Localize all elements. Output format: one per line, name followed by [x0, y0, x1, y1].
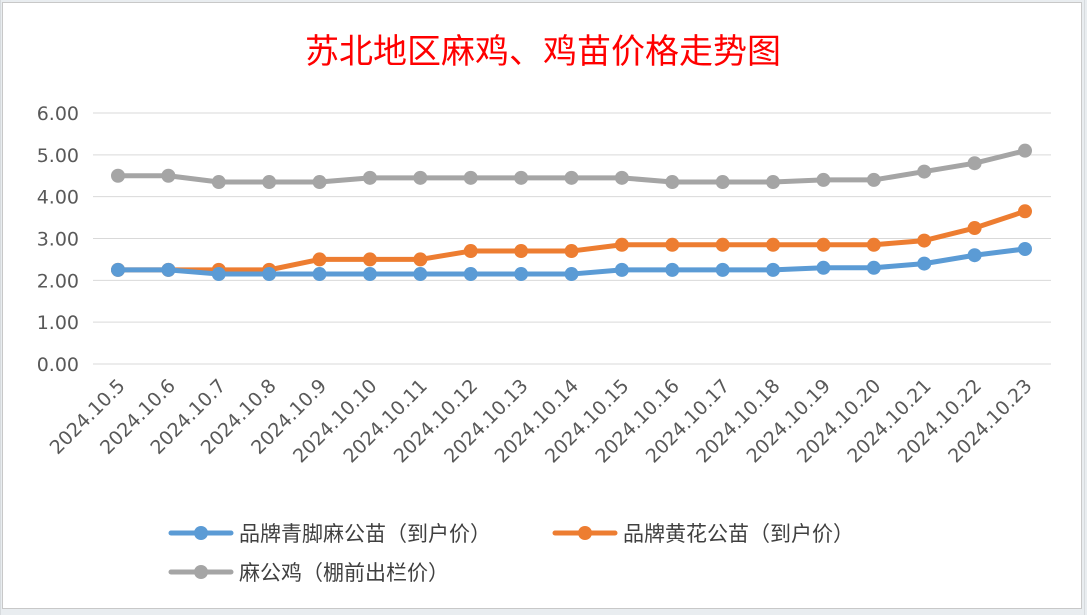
data-point [564, 170, 579, 185]
data-point [917, 233, 932, 248]
data-point [816, 260, 831, 275]
legend: 品牌青脚麻公苗（到户价） 品牌黄花公苗（到户价） 麻公鸡（棚前出栏价） [168, 522, 854, 585]
line-chart: 苏北地区麻鸡、鸡苗价格走势图 0.00 1.00 2.00 3.00 4.00 5.00 6… [37, 32, 1051, 585]
series-2 [111, 143, 1032, 190]
data-point [614, 237, 629, 252]
y-tick-label: 5.00 [37, 145, 79, 167]
data-point [1018, 241, 1032, 256]
data-point [463, 244, 478, 259]
data-point [413, 267, 428, 282]
series-0 [111, 241, 1032, 282]
data-point [111, 262, 125, 277]
y-tick-label: 6.00 [37, 103, 79, 125]
legend-item: 品牌青脚麻公苗（到户价） [168, 522, 491, 546]
data-point [514, 267, 529, 282]
legend-marker [194, 565, 208, 579]
data-point [715, 175, 730, 190]
data-point [766, 237, 781, 252]
data-point [967, 221, 982, 236]
data-point [211, 267, 226, 282]
data-point [665, 175, 680, 190]
series-line [115, 208, 1028, 273]
legend-label: 麻公鸡（棚前出栏价） [239, 561, 449, 585]
data-point [463, 267, 478, 282]
data-point [766, 175, 781, 190]
data-point [111, 168, 125, 183]
data-point [161, 168, 176, 183]
data-point [967, 156, 982, 171]
y-tick-label: 0.00 [37, 354, 79, 376]
data-point [514, 244, 529, 259]
legend-marker [194, 526, 208, 540]
data-point [312, 267, 327, 282]
legend-item: 麻公鸡（棚前出栏价） [168, 561, 449, 585]
data-point [413, 252, 428, 267]
data-point [917, 164, 932, 179]
y-axis-ticks: 0.00 1.00 2.00 3.00 4.00 5.00 6.00 [37, 103, 79, 376]
data-point [211, 175, 226, 190]
data-point [564, 244, 579, 259]
data-point [312, 175, 327, 190]
legend-marker [578, 526, 592, 540]
data-point [715, 237, 730, 252]
y-tick-label: 2.00 [37, 270, 79, 292]
data-point [766, 262, 781, 277]
data-point [362, 170, 377, 185]
y-gridlines [93, 112, 1051, 365]
data-point [463, 170, 478, 185]
legend-label: 品牌黄花公苗（到户价） [623, 522, 854, 546]
data-point [1018, 204, 1032, 219]
data-point [614, 170, 629, 185]
data-point [967, 248, 982, 263]
data-point [262, 175, 277, 190]
legend-item: 品牌黄花公苗（到户价） [552, 522, 854, 546]
data-point [362, 252, 377, 267]
data-point [413, 170, 428, 185]
data-point [816, 237, 831, 252]
data-point [161, 262, 176, 277]
data-point [866, 172, 881, 187]
data-point [715, 262, 730, 277]
data-point [665, 262, 680, 277]
data-point [665, 237, 680, 252]
data-point [312, 252, 327, 267]
data-point [564, 267, 579, 282]
chart-title: 苏北地区麻鸡、鸡苗价格走势图 [305, 32, 781, 72]
x-axis-ticks: 2024.10.52024.10.62024.10.72024.10.82024… [46, 375, 1037, 467]
legend-label: 品牌青脚麻公苗（到户价） [239, 522, 491, 546]
data-point [1018, 143, 1032, 158]
data-point [262, 267, 277, 282]
data-point [816, 172, 831, 187]
y-tick-label: 1.00 [37, 312, 79, 334]
data-point [514, 170, 529, 185]
data-point [362, 267, 377, 282]
series-layer [111, 143, 1032, 282]
data-point [614, 262, 629, 277]
data-point [866, 237, 881, 252]
y-tick-label: 4.00 [37, 187, 79, 209]
y-tick-label: 3.00 [37, 229, 79, 251]
data-point [917, 256, 932, 271]
data-point [866, 260, 881, 275]
